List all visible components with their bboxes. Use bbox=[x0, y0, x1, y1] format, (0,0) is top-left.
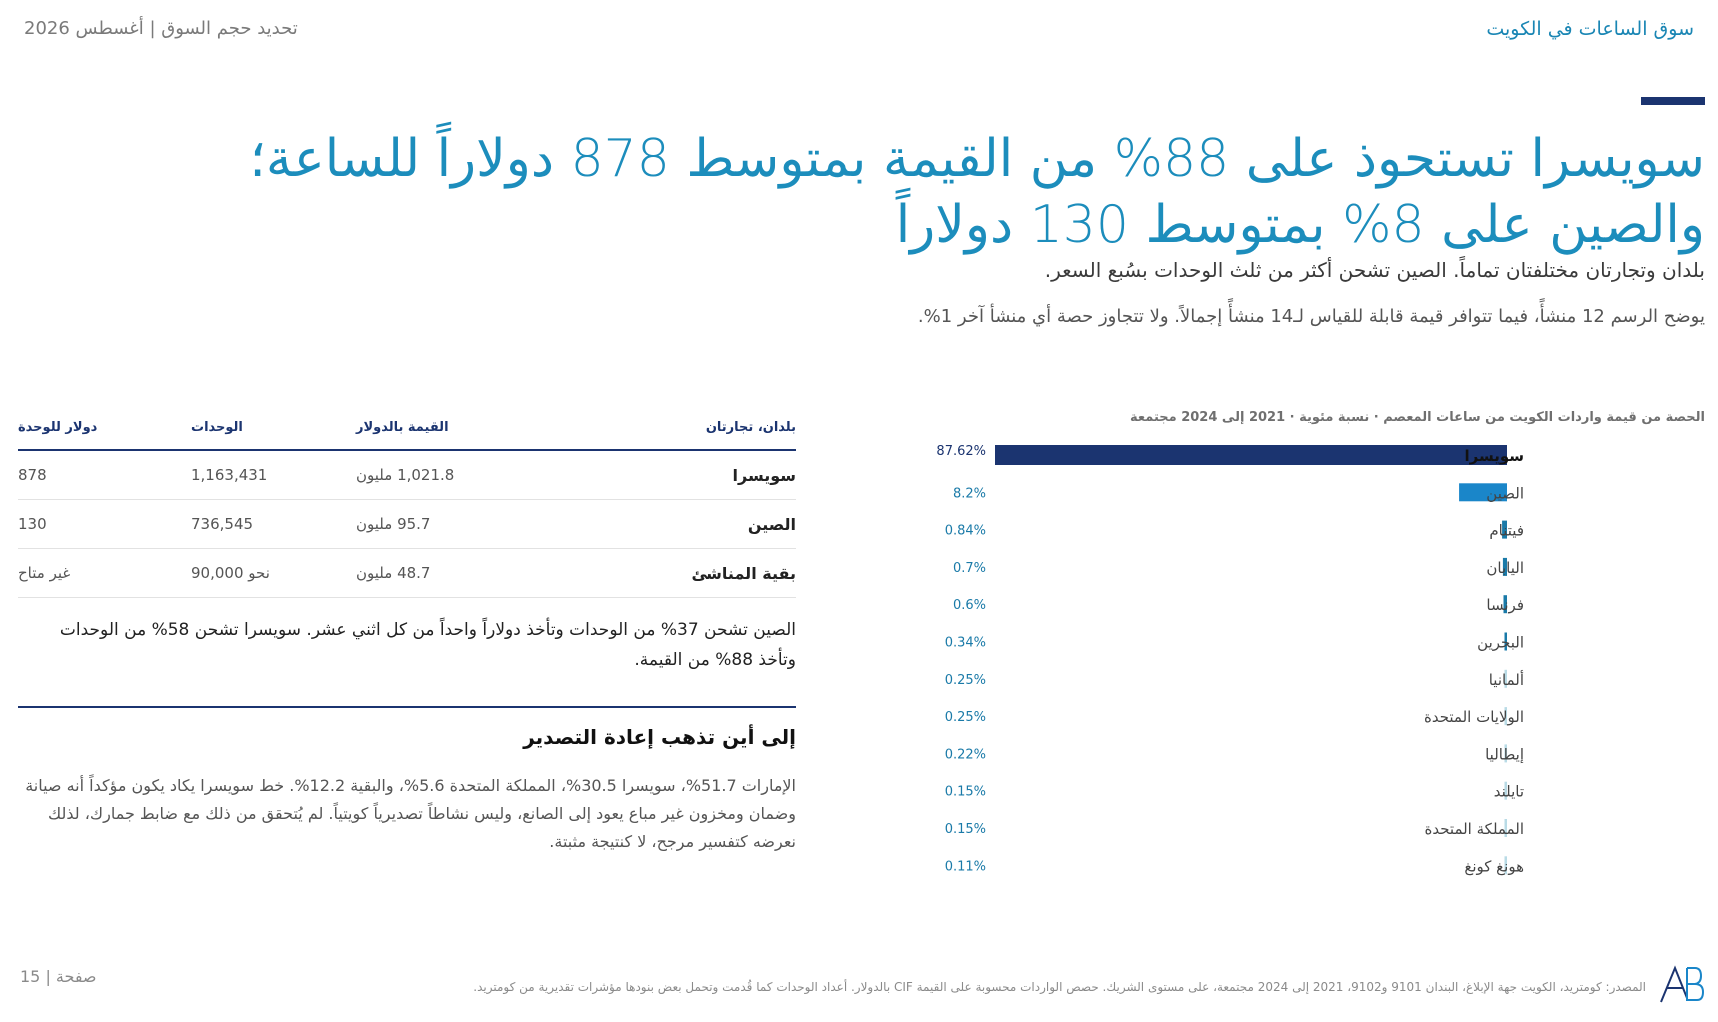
value-label: 87.62% bbox=[936, 444, 986, 459]
value-label: 0.15% bbox=[945, 785, 986, 800]
bar-7 bbox=[1504, 707, 1507, 726]
table-header-country: بلدان، تجارتان bbox=[705, 419, 796, 435]
table-header-unit-price: دولار للوحدة bbox=[18, 419, 98, 435]
table-row: بقية المناشئ 48.7 مليون نحو 90,000 غير م… bbox=[18, 549, 796, 598]
table-header-units: الوحدات bbox=[191, 419, 243, 435]
table-header-row: بلدان، تجارتان القيمة بالدولار الوحدات د… bbox=[18, 405, 796, 451]
comparison-table: بلدان، تجارتان القيمة بالدولار الوحدات د… bbox=[18, 405, 796, 598]
ab-logo-icon bbox=[1660, 965, 1705, 1003]
category-label: اليابان bbox=[1486, 559, 1524, 577]
table-row: الصين 95.7 مليون 736,545 130 bbox=[18, 500, 796, 549]
accent-bar bbox=[1641, 97, 1705, 105]
bar-10 bbox=[1504, 819, 1507, 837]
table-cell-country: الصين bbox=[747, 514, 796, 534]
headline: سويسرا تستحوذ على 88% من القيمة بمتوسط 8… bbox=[145, 126, 1705, 258]
bar-2 bbox=[1502, 520, 1507, 539]
table-row: سويسرا 1,021.8 مليون 1,163,431 878 bbox=[18, 451, 796, 500]
value-label: 8.2% bbox=[953, 486, 986, 501]
headline-line-1: سويسرا تستحوذ على 88% من القيمة بمتوسط 8… bbox=[249, 129, 1705, 189]
bar-6 bbox=[1504, 669, 1507, 688]
bar-0 bbox=[995, 445, 1507, 465]
value-label: 0.22% bbox=[945, 747, 986, 762]
bar-4 bbox=[1503, 595, 1507, 614]
category-label: فرنسا bbox=[1486, 596, 1524, 614]
table-header-value: القيمة بالدولار bbox=[356, 419, 449, 435]
table-cell-country: سويسرا bbox=[732, 465, 797, 485]
report-title: سوق الساعات في الكويت bbox=[1486, 18, 1694, 40]
chart-title: الحصة من قيمة واردات الكويت من ساعات الم… bbox=[1130, 410, 1705, 425]
bar-3 bbox=[1502, 557, 1507, 576]
category-label: المملكة المتحدة bbox=[1425, 820, 1525, 838]
bar-1 bbox=[1459, 483, 1507, 502]
category-label: سويسرا bbox=[1464, 447, 1524, 465]
reexport-heading: إلى أين تذهب إعادة التصدير bbox=[523, 725, 796, 749]
table-cell-units: 736,545 bbox=[191, 515, 254, 533]
table-cell-units: نحو 90,000 bbox=[191, 564, 270, 582]
bar-11 bbox=[1504, 856, 1507, 875]
category-label: فيتنام bbox=[1489, 522, 1524, 540]
table-cell-unit-price: 130 bbox=[18, 515, 47, 533]
value-label: 0.34% bbox=[945, 636, 986, 651]
category-label: إيطاليا bbox=[1485, 745, 1524, 763]
chart-note: يوضح الرسم 12 منشأً، فيما تتوافر قيمة قا… bbox=[917, 306, 1705, 327]
source-note: المصدر: كومتريد، الكويت جهة الإبلاغ، الب… bbox=[473, 980, 1646, 994]
table-cell-country: بقية المناشئ bbox=[691, 563, 796, 583]
value-label: 0.7% bbox=[953, 561, 986, 576]
table-cell-units: 1,163,431 bbox=[191, 466, 268, 484]
table-cell-value: 1,021.8 مليون bbox=[356, 466, 455, 484]
category-label: البحرين bbox=[1477, 634, 1524, 652]
table-cell-value: 48.7 مليون bbox=[356, 564, 431, 582]
value-label: 0.84% bbox=[945, 524, 986, 539]
category-label: تايلند bbox=[1494, 783, 1524, 801]
section-divider bbox=[18, 706, 796, 708]
category-label: الصين bbox=[1486, 484, 1524, 502]
page-number: صفحة | 15 bbox=[20, 967, 97, 986]
value-label: 0.15% bbox=[945, 822, 986, 837]
category-label: ألمانيا bbox=[1489, 670, 1524, 689]
table-cell-unit-price: 878 bbox=[18, 466, 47, 484]
bar-5 bbox=[1504, 632, 1507, 651]
value-label: 0.6% bbox=[953, 598, 986, 613]
reexport-body: الإمارات 51.7%، سويسرا 30.5%، المملكة ال… bbox=[25, 776, 796, 851]
china-switzerland-note: الصين تشحن 37% من الوحدات وتأخذ دولاراً … bbox=[59, 620, 796, 670]
category-label: هونغ كونغ bbox=[1464, 857, 1524, 875]
value-label: 0.25% bbox=[945, 673, 986, 688]
category-label: الولايات المتحدة bbox=[1424, 708, 1524, 726]
table-cell-unit-price: غير متاح bbox=[18, 564, 71, 582]
bar-8 bbox=[1504, 744, 1507, 763]
subheadline: بلدان وتجارتان مختلفتان تماماً. الصين تش… bbox=[1044, 258, 1705, 282]
value-label: 0.11% bbox=[945, 859, 986, 874]
report-section-label: تحديد حجم السوق | أغسطس 2026 bbox=[24, 18, 298, 39]
share-bar-chart: سويسرا 87.62% الصين 8.2% فيتنام 0.84% اليابان 0… bbox=[936, 444, 1525, 875]
table-cell-value: 95.7 مليون bbox=[356, 515, 431, 533]
headline-line-2: والصين على 8% بمتوسط 130 دولاراً bbox=[895, 195, 1705, 255]
bar-9 bbox=[1504, 781, 1507, 800]
value-label: 0.25% bbox=[945, 710, 986, 725]
